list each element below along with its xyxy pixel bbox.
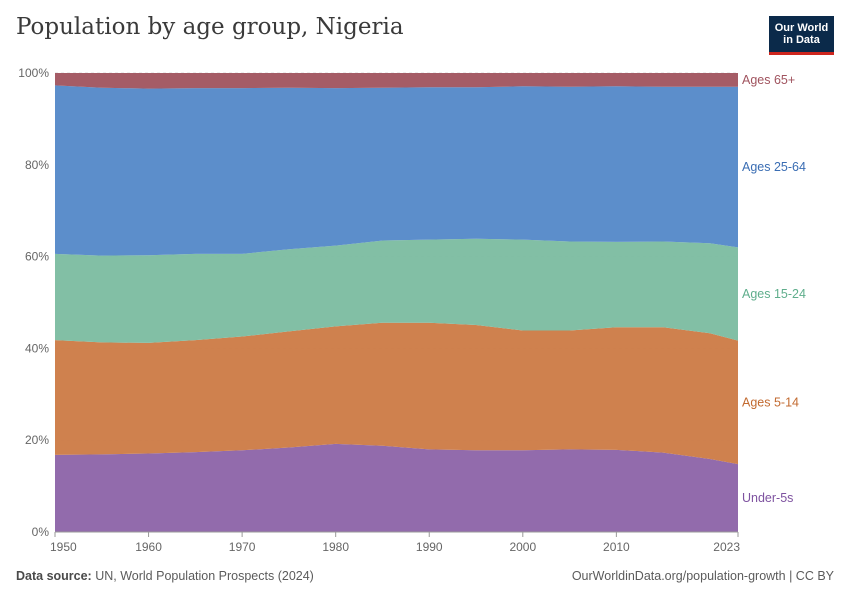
x-tick-label: 1980 bbox=[322, 540, 349, 554]
legend-label[interactable]: Ages 65+ bbox=[742, 73, 795, 87]
legend-label[interactable]: Ages 25-64 bbox=[742, 160, 806, 174]
area-ages-15-24[interactable] bbox=[55, 238, 738, 343]
legend-label[interactable]: Under-5s bbox=[742, 491, 793, 505]
x-axis: 1950 1960 1970 1980 1990 2000 2010 2023 bbox=[50, 531, 740, 554]
y-tick-label: 0% bbox=[32, 525, 50, 539]
logo-line-1: Our World bbox=[774, 22, 829, 34]
y-tick-label: 80% bbox=[25, 158, 49, 172]
y-axis: 0% 20% 40% 60% 80% 100% bbox=[18, 66, 49, 539]
area-under-5s[interactable] bbox=[55, 443, 738, 532]
area-series bbox=[55, 73, 738, 532]
legend-label[interactable]: Ages 5-14 bbox=[742, 395, 799, 409]
owid-logo[interactable]: Our World in Data bbox=[769, 16, 834, 55]
y-tick-label: 100% bbox=[18, 66, 49, 80]
y-tick-label: 40% bbox=[25, 341, 49, 355]
credit-link[interactable]: OurWorldinData.org/population-growth | C… bbox=[571, 569, 834, 583]
data-source-value: UN, World Population Prospects (2024) bbox=[95, 569, 314, 583]
x-tick-label: 2023 bbox=[713, 540, 740, 554]
data-source-label: Data source: bbox=[16, 569, 92, 583]
chart-title: Population by age group, Nigeria bbox=[16, 14, 404, 40]
x-tick-label: 2000 bbox=[509, 540, 536, 554]
logo-line-2: in Data bbox=[783, 34, 820, 46]
x-tick-label: 1950 bbox=[50, 540, 77, 554]
area-ages-25-64[interactable] bbox=[55, 85, 738, 256]
y-tick-label: 20% bbox=[25, 433, 49, 447]
area-ages-65[interactable] bbox=[55, 73, 738, 89]
x-tick-label: 2010 bbox=[603, 540, 630, 554]
y-tick-label: 60% bbox=[25, 250, 49, 264]
x-tick-label: 1990 bbox=[416, 540, 443, 554]
data-source: Data source: UN, World Population Prospe… bbox=[16, 569, 314, 583]
x-tick-label: 1970 bbox=[229, 540, 256, 554]
area-ages-5-14[interactable] bbox=[55, 322, 738, 465]
x-tick-label: 1960 bbox=[135, 540, 162, 554]
legend-label[interactable]: Ages 15-24 bbox=[742, 287, 806, 301]
legend: Ages 65+ Ages 25-64 Ages 15-24 Ages 5-14 Und… bbox=[742, 73, 806, 505]
